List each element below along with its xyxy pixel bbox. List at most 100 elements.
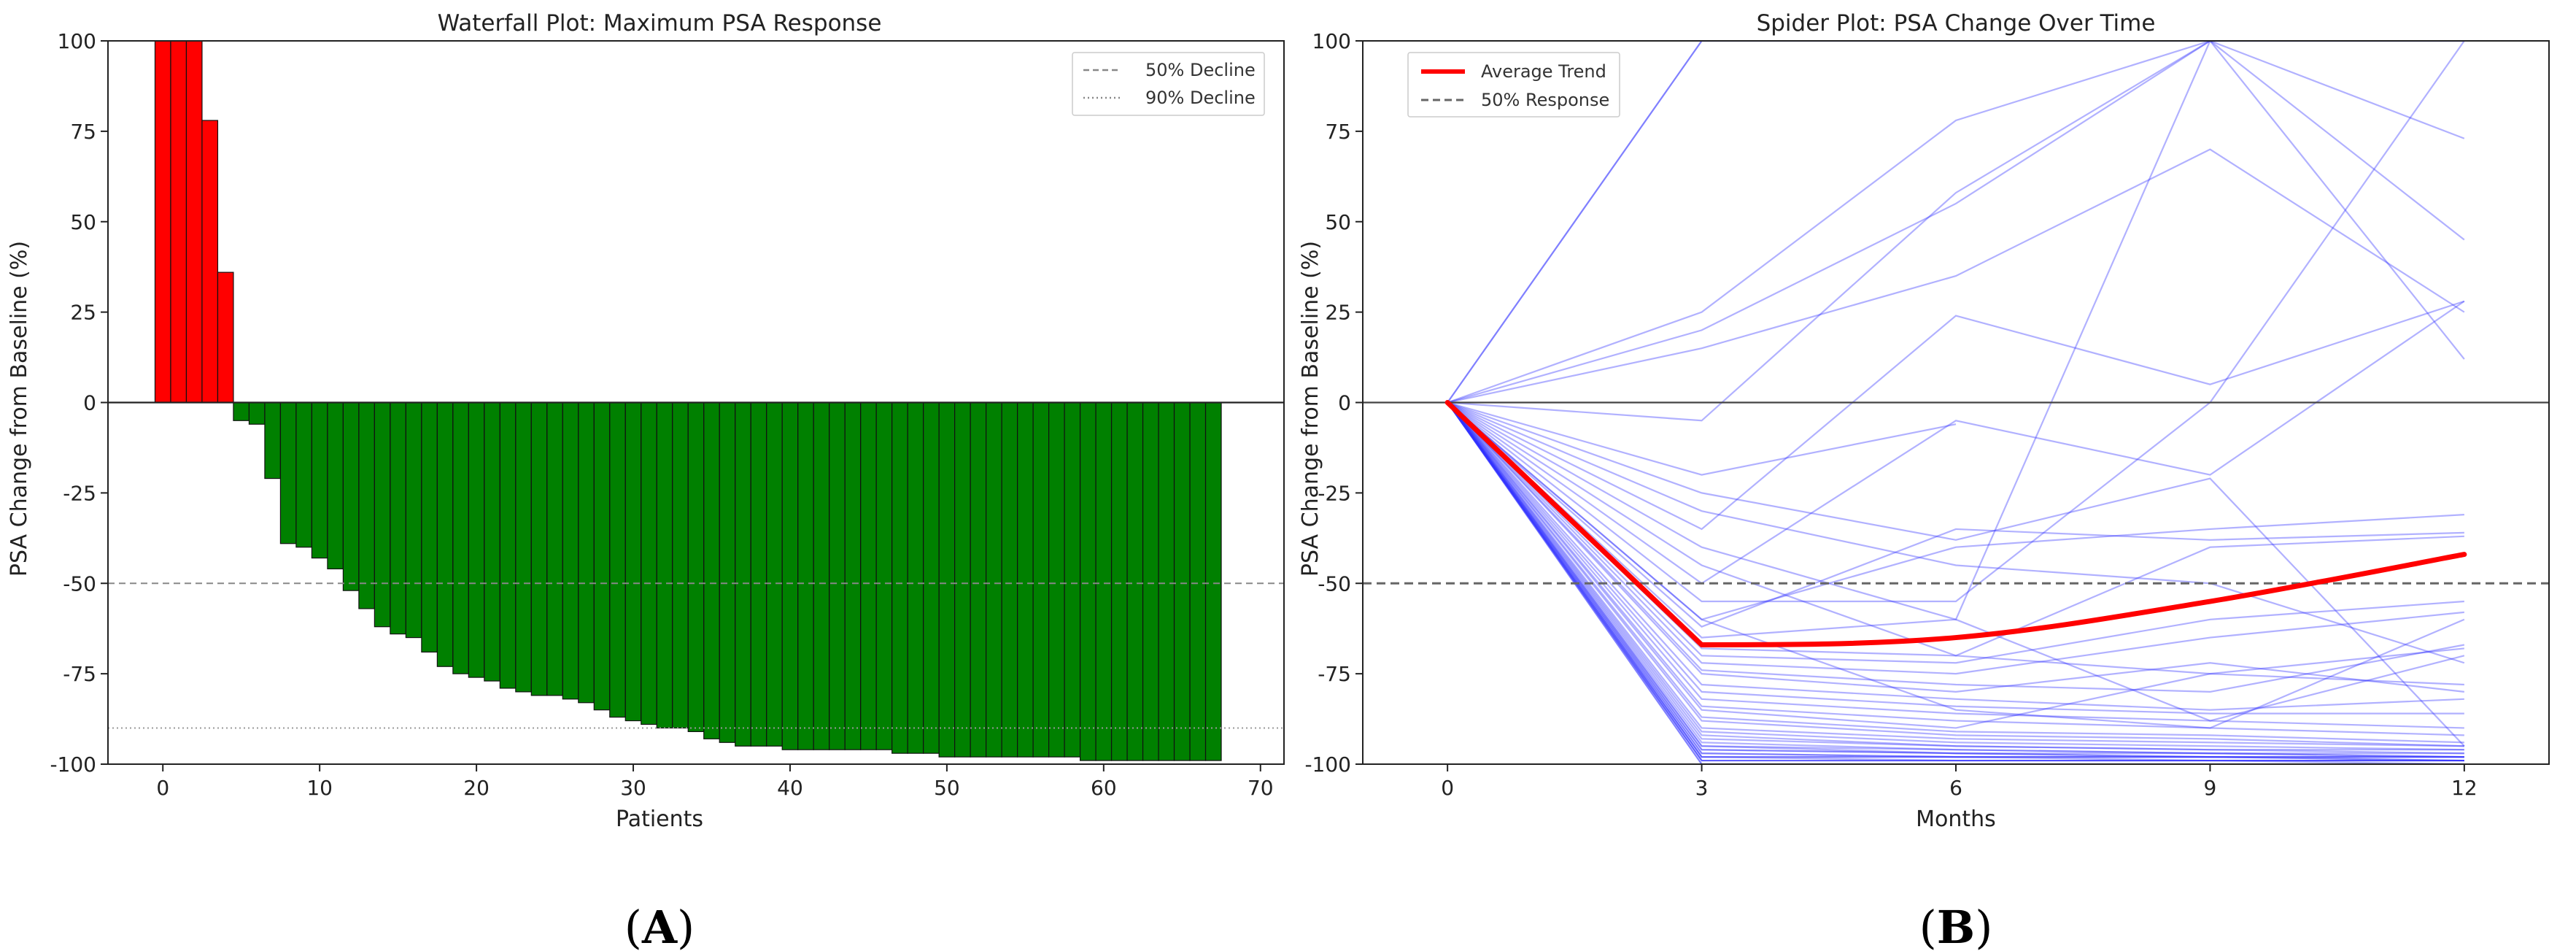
waterfall-bar — [154, 40, 171, 404]
waterfall-bar — [875, 401, 893, 750]
x-tick-label: 9 — [2204, 776, 2217, 800]
y-tick-label: 25 — [1325, 301, 1351, 325]
waterfall-bar — [1064, 401, 1081, 758]
waterfall-bar — [1032, 401, 1050, 758]
patient-line — [1447, 401, 2464, 715]
spider-legend: Average Trend 50% Response — [1407, 52, 1620, 118]
spider-plot: Spider Plot: PSA Change Over Time 100 75 5… — [1298, 10, 2550, 832]
waterfall-bar — [641, 401, 657, 725]
waterfall-bar — [1158, 401, 1175, 761]
patient-line — [1447, 401, 2464, 711]
legend-50-response-label: 50% Response — [1481, 90, 1609, 110]
patient-line — [1447, 401, 2464, 664]
waterfall-bar — [1142, 401, 1159, 761]
waterfall-bar — [327, 401, 344, 570]
waterfall-bar — [562, 401, 579, 700]
y-tick-label: 0 — [83, 391, 96, 415]
y-tick-label: 50 — [70, 210, 96, 234]
waterfall-bar — [1017, 401, 1034, 758]
x-tick-label: 50 — [934, 776, 960, 800]
caption-a: (A) — [624, 901, 695, 951]
patient-line — [1447, 401, 2465, 729]
patient-line — [1447, 401, 2464, 764]
patient-line — [1447, 41, 2464, 404]
patient-line — [1447, 401, 2464, 621]
patient-line — [1447, 401, 2464, 675]
y-tick-label: -75 — [1318, 662, 1351, 686]
patient-line — [1447, 401, 2464, 762]
waterfall-bar — [264, 401, 282, 480]
waterfall-bar — [515, 401, 532, 693]
waterfall-bar — [1079, 401, 1096, 761]
patient-line — [1447, 401, 2464, 751]
spider-y-label: PSA Change from Baseline (%) — [1298, 241, 1323, 577]
waterfall-bar — [687, 401, 705, 733]
patient-line — [1447, 401, 2464, 744]
waterfall-bar — [891, 401, 908, 754]
spider-axes: 100 75 50 25 0 -25 -50 -75 -100 0 3 6 9 12 — [1304, 29, 2550, 800]
waterfall-bar — [421, 401, 438, 652]
waterfall-bar — [342, 401, 360, 591]
patient-line — [1447, 401, 2464, 736]
patient-line — [1447, 401, 1957, 476]
waterfall-bar — [797, 401, 814, 750]
waterfall-bar — [248, 401, 266, 425]
waterfall-bar — [844, 401, 862, 750]
patient-line — [1447, 401, 2464, 758]
waterfall-bar — [468, 401, 485, 678]
waterfall-bar — [829, 401, 846, 750]
waterfall-bar — [860, 401, 877, 750]
waterfall-bar — [954, 401, 971, 758]
y-tick-label: 75 — [70, 120, 96, 144]
waterfall-bar — [766, 401, 783, 747]
patient-line — [1447, 401, 2464, 758]
waterfall-bar — [499, 401, 517, 689]
waterfall-bar — [1173, 401, 1191, 761]
waterfall-bar — [390, 401, 406, 635]
waterfall-bar — [436, 401, 454, 667]
waterfall-y-label: PSA Change from Baseline (%) — [7, 241, 32, 577]
waterfall-bar — [938, 401, 956, 758]
y-tick-label: -50 — [1318, 571, 1351, 596]
waterfall-bar — [923, 401, 940, 754]
patient-line — [1447, 148, 2465, 404]
patient-line — [1447, 401, 2464, 764]
patient-line — [1447, 401, 2464, 755]
patient-line — [1447, 41, 2465, 404]
waterfall-bar — [279, 401, 297, 544]
waterfall-bar — [295, 401, 313, 548]
waterfall-bar — [170, 40, 187, 404]
patient-line — [1447, 300, 2465, 531]
waterfall-bar — [311, 401, 328, 559]
y-tick-label: -25 — [1318, 481, 1351, 505]
patient-line — [1447, 401, 2464, 758]
waterfall-bar — [593, 401, 611, 711]
patient-line — [1447, 41, 2464, 404]
waterfall-bar — [530, 401, 548, 696]
y-tick-label: -50 — [63, 571, 96, 596]
y-tick-label: -25 — [63, 481, 96, 505]
waterfall-bar — [374, 401, 391, 628]
x-tick-label: 0 — [156, 776, 169, 800]
patient-line — [1447, 41, 2465, 422]
waterfall-bar — [656, 401, 673, 729]
legend-90-decline-label: 90% Decline — [1145, 88, 1256, 108]
patient-line — [1447, 401, 2464, 755]
patient-line — [1447, 401, 2464, 747]
x-tick-label: 10 — [306, 776, 333, 800]
patient-line — [1447, 401, 2464, 747]
waterfall-bar — [1001, 401, 1018, 758]
spider-average-trend — [1444, 400, 2467, 647]
waterfall-bar — [703, 401, 720, 739]
y-tick-label: -75 — [63, 662, 96, 686]
y-tick-label: 50 — [1325, 210, 1351, 234]
y-tick-label: 25 — [70, 301, 96, 325]
waterfall-bar — [735, 401, 751, 747]
waterfall-bar — [1189, 401, 1207, 761]
spider-reference-lines — [1363, 401, 2549, 585]
x-tick-label: 40 — [777, 776, 803, 800]
patient-line — [1447, 401, 2464, 729]
waterfall-bar — [750, 401, 767, 747]
waterfall-bar — [217, 272, 234, 404]
